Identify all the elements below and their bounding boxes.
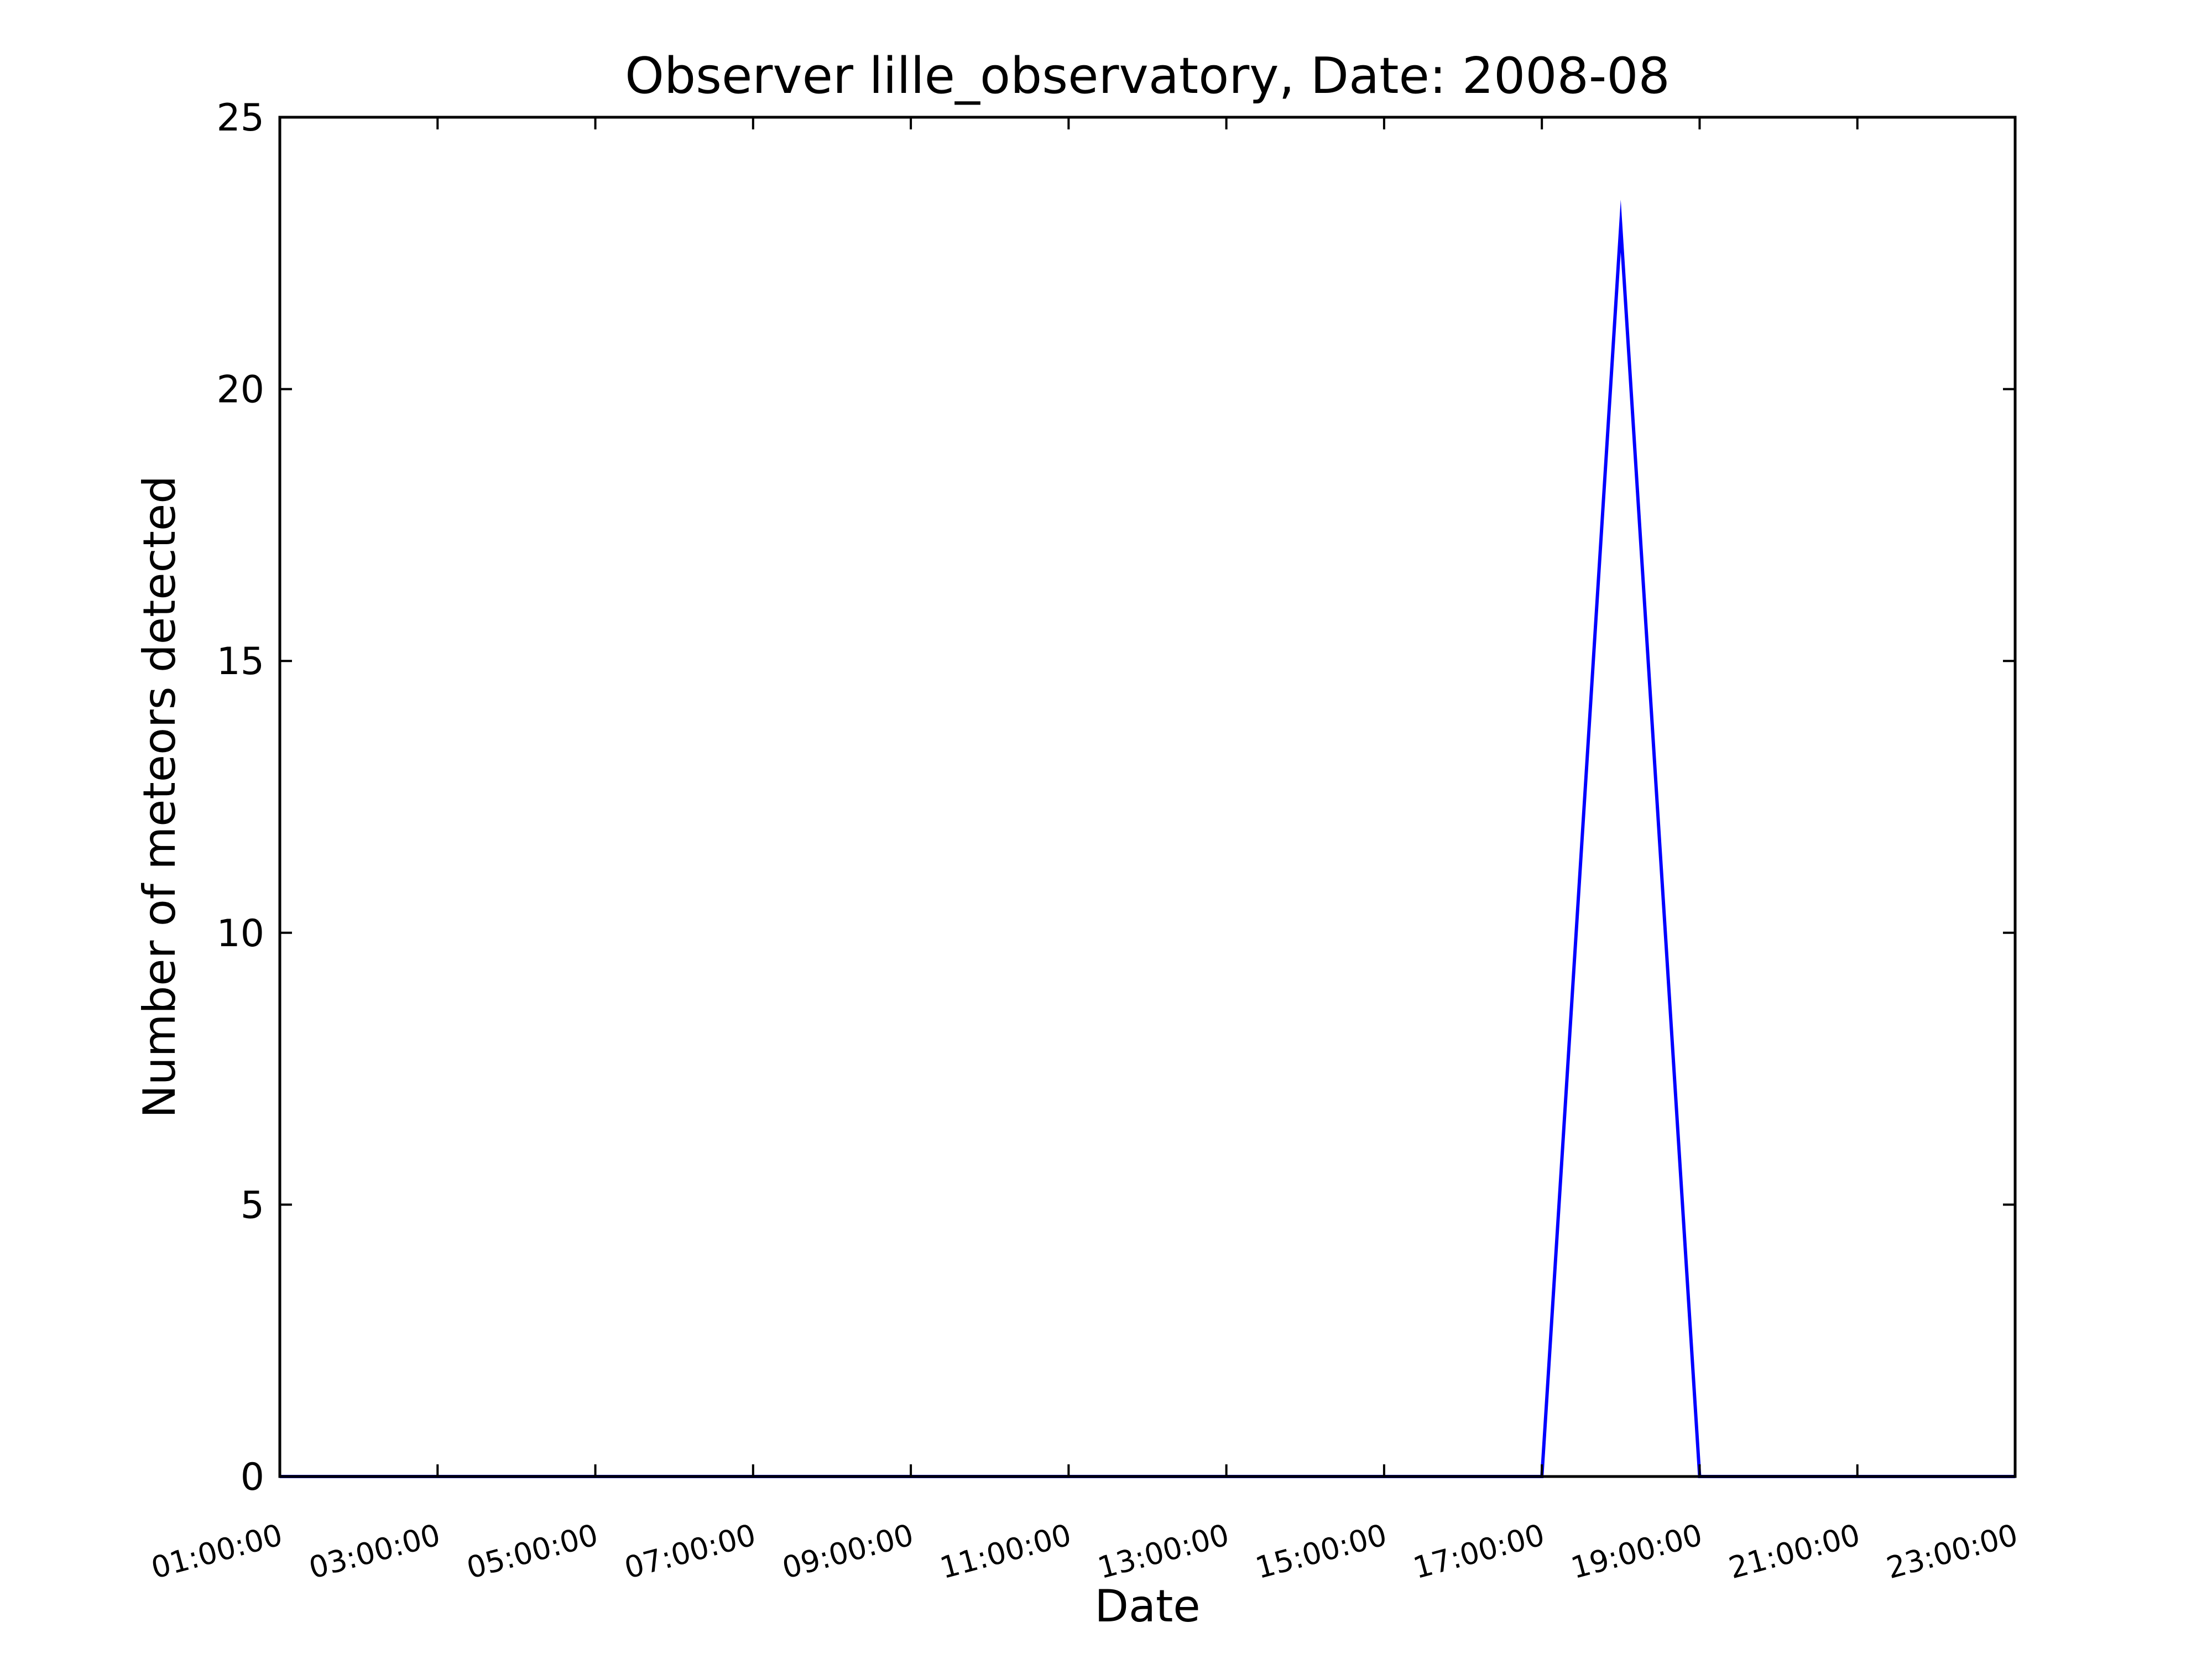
y-tick-label: 10: [216, 912, 264, 956]
y-tick-label: 0: [241, 1455, 264, 1499]
y-tick-label: 15: [216, 640, 264, 684]
x-axis-label: Date: [1094, 1580, 1200, 1632]
chart-title: Observer lille_observatory, Date: 2008-0…: [625, 47, 1670, 105]
y-tick-label: 25: [216, 96, 264, 140]
y-tick-label: 20: [216, 368, 264, 412]
y-tick-label: 5: [241, 1183, 264, 1227]
y-axis-label: Number of meteors detected: [134, 476, 185, 1118]
plot-area-frame: [278, 116, 2017, 1478]
